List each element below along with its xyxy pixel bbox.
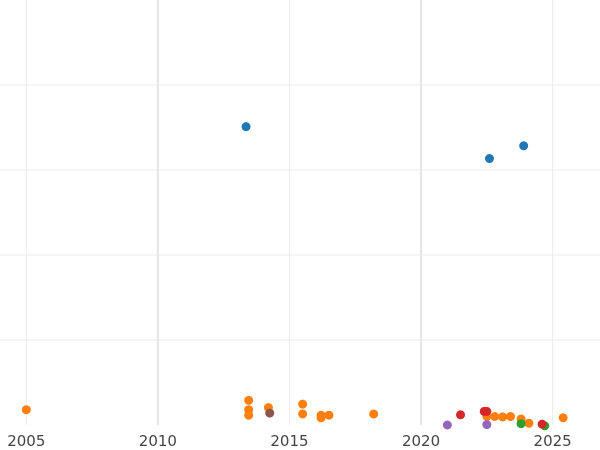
x-axis-ticks: 2005 2010 2015 2020 2025 [7,432,572,450]
data-point [324,410,334,420]
gridlines [0,0,600,425]
x-tick-label: 2025 [534,432,572,450]
x-tick-label: 2010 [139,432,177,450]
x-tick-label: 2005 [7,432,45,450]
data-point [244,395,254,405]
data-point [456,410,466,420]
data-point [498,412,508,422]
data-point [298,409,308,419]
data-point [244,410,254,420]
data-point [484,154,494,164]
data-point [316,413,326,423]
x-tick-label: 2020 [402,432,440,450]
data-point [558,413,568,423]
data-point [21,405,31,415]
data-point [241,122,251,132]
data-point [537,419,547,429]
series-group [241,122,529,164]
data-point [506,412,516,421]
data-point [265,408,275,418]
data-point [524,418,534,428]
data-point [482,420,492,430]
data-point [516,419,526,429]
data-point [490,412,500,421]
data-point [369,409,379,419]
x-tick-label: 2015 [270,432,308,450]
series-group [21,395,568,428]
data-point [442,420,452,430]
data-point [482,406,492,416]
series-group [442,420,492,430]
data-point [519,141,529,151]
data-point [298,399,308,409]
series-group [265,408,275,418]
series-group [456,406,547,429]
data-points [21,122,568,431]
